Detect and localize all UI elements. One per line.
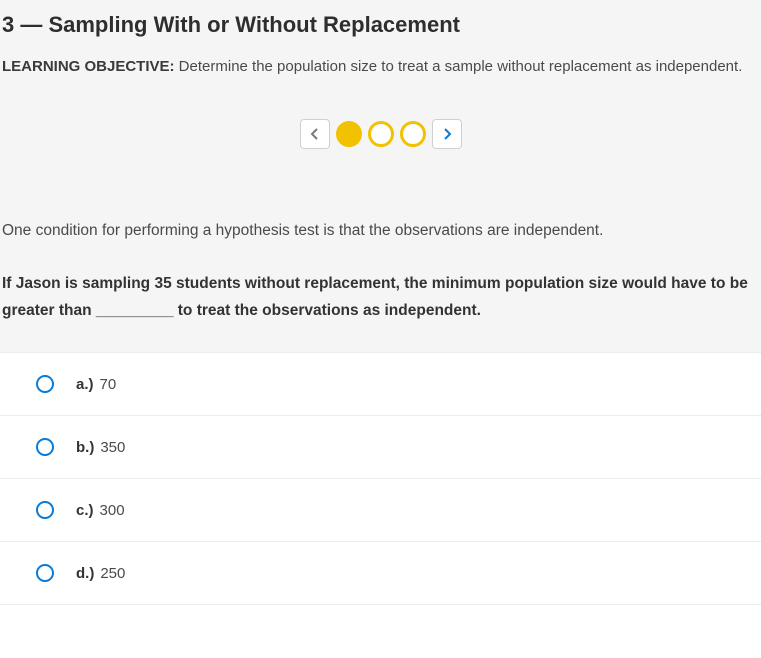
radio-icon xyxy=(36,375,54,393)
learning-objective: LEARNING OBJECTIVE: Determine the popula… xyxy=(0,56,761,79)
option-a[interactable]: a.) 70 xyxy=(0,352,761,416)
option-value: 250 xyxy=(100,565,125,582)
radio-icon xyxy=(36,501,54,519)
option-value: 70 xyxy=(100,376,117,393)
option-value: 350 xyxy=(100,439,125,456)
option-value: 300 xyxy=(100,502,125,519)
pager-dot-2[interactable] xyxy=(368,121,394,147)
radio-icon xyxy=(36,564,54,582)
question-intro: One condition for performing a hypothesi… xyxy=(2,219,759,242)
objective-label: LEARNING OBJECTIVE: xyxy=(2,58,175,75)
pager-prev-button[interactable] xyxy=(300,119,330,149)
option-b[interactable]: b.) 350 xyxy=(0,416,761,479)
pager-dot-1[interactable] xyxy=(336,121,362,147)
option-label: a.) xyxy=(76,376,94,393)
chevron-right-icon xyxy=(441,128,453,140)
option-label: c.) xyxy=(76,502,94,519)
chevron-left-icon xyxy=(309,128,321,140)
option-label: b.) xyxy=(76,439,94,456)
objective-text: Determine the population size to treat a… xyxy=(175,58,743,75)
option-d[interactable]: d.) 250 xyxy=(0,542,761,605)
pager-dot-3[interactable] xyxy=(400,121,426,147)
header-region: 3 — Sampling With or Without Replacement… xyxy=(0,0,761,179)
page-title: 3 — Sampling With or Without Replacement xyxy=(0,12,761,38)
radio-icon xyxy=(36,438,54,456)
options-list: a.) 70 b.) 350 c.) 300 d.) 250 xyxy=(0,352,761,605)
question-region: One condition for performing a hypothesi… xyxy=(0,179,761,353)
pager-next-button[interactable] xyxy=(432,119,462,149)
option-c[interactable]: c.) 300 xyxy=(0,479,761,542)
option-label: d.) xyxy=(76,565,94,582)
question-pager xyxy=(0,119,761,149)
question-prompt: If Jason is sampling 35 students without… xyxy=(2,270,759,324)
